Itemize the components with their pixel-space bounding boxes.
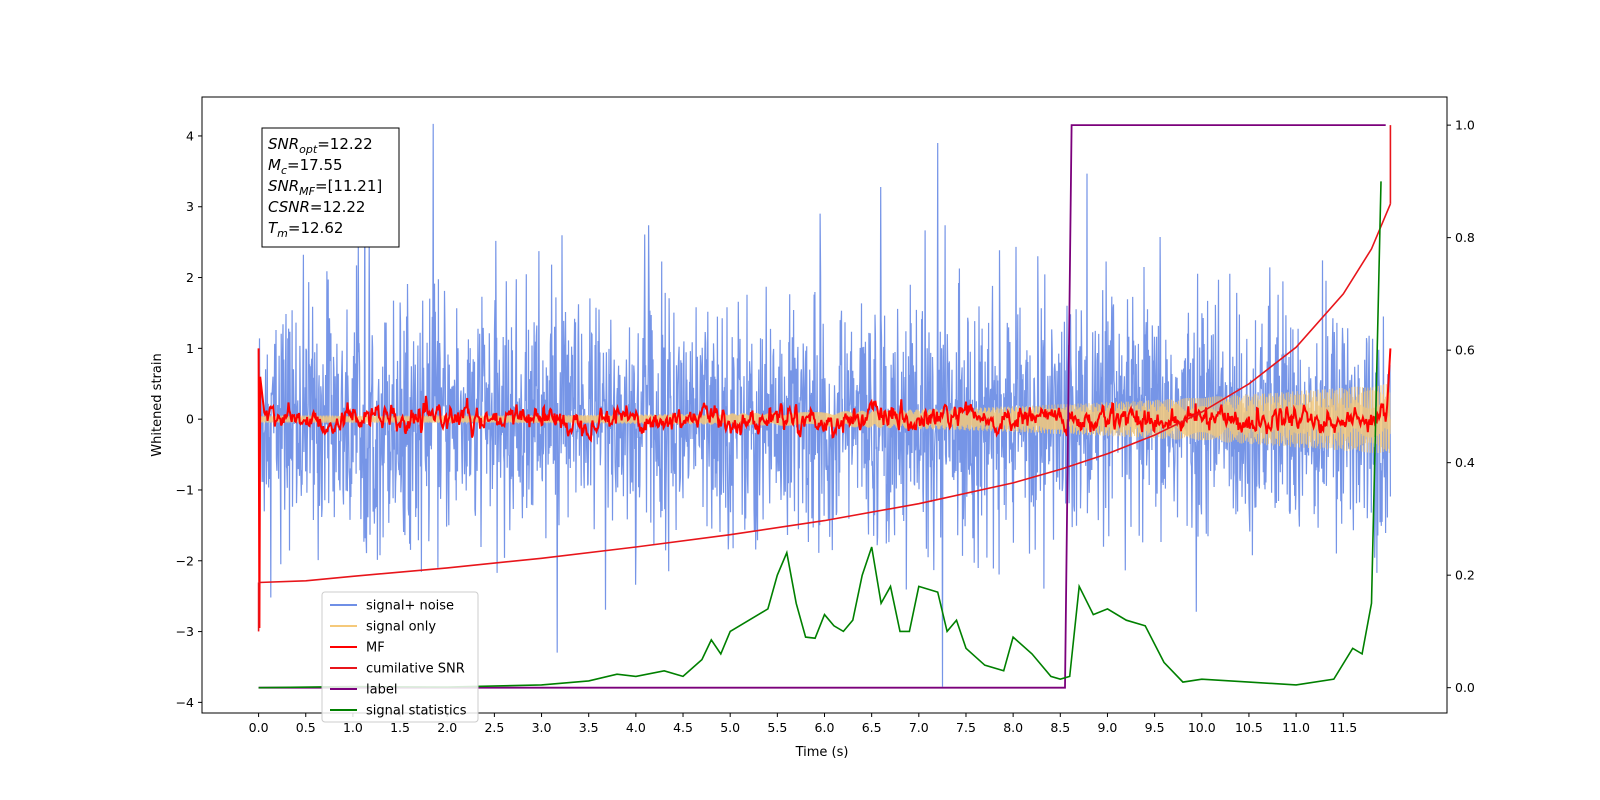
series-signal-noise — [258, 123, 1391, 687]
legend: signal+ noise signal only MF cumilative SNR… — [321, 591, 479, 723]
x-tick-label: 8.5 — [1050, 720, 1070, 735]
annotation-line: CSNR=12.22 — [268, 198, 365, 216]
x-tick-label: 11.5 — [1329, 720, 1357, 735]
x-tick-label: 6.5 — [862, 720, 882, 735]
y2-tick-label: 0.6 — [1455, 343, 1475, 358]
series-signal-statistics — [258, 181, 1382, 689]
annotation-line: Tm=12.62 — [268, 219, 343, 240]
x-tick-label: 2.5 — [484, 720, 504, 735]
x-tick-label: 3.0 — [532, 720, 552, 735]
x-axis-label: Time (s) — [795, 745, 849, 760]
y-tick-label: 3 — [186, 199, 194, 214]
x-tick-label: 6.0 — [815, 720, 835, 735]
series-mf — [257, 348, 1392, 629]
y2-tick-label: 0.2 — [1455, 568, 1475, 583]
legend-label: cumilative SNR — [366, 662, 465, 677]
x-axis: 0.0 0.5 1.0 1.5 2.0 2.5 3.0 3.5 4.0 4.5 5.0 5.5 6.0 6… — [249, 713, 1357, 735]
x-tick-label: 0.5 — [296, 720, 316, 735]
annotation-line: SNRMF=[11.21] — [268, 177, 382, 198]
x-tick-label: 9.0 — [1098, 720, 1118, 735]
y2-tick-label: 0.4 — [1455, 455, 1475, 470]
series-label — [258, 124, 1386, 689]
y-axis-label: Whitened strain — [150, 353, 165, 456]
legend-label: signal only — [366, 620, 436, 635]
x-tick-label: 7.5 — [956, 720, 976, 735]
x-tick-label: 11.0 — [1282, 720, 1310, 735]
y2-tick-label: 0.0 — [1455, 680, 1475, 695]
x-tick-label: 7.0 — [909, 720, 929, 735]
y-axis-right: 1.0 0.8 0.6 0.4 0.2 0.0 — [1447, 118, 1475, 695]
x-tick-label: 1.5 — [390, 720, 410, 735]
annotation-line: Mc=17.55 — [268, 156, 343, 177]
y-axis-left: 4 3 2 1 0 −1 −2 −3 −4 — [176, 128, 202, 710]
x-tick-label: 9.5 — [1145, 720, 1165, 735]
x-tick-label: 5.0 — [720, 720, 740, 735]
legend-frame — [321, 591, 479, 723]
legend-label: MF — [366, 641, 385, 656]
annotation-box: SNRopt=12.22Mc=17.55SNRMF=[11.21]CSNR=12… — [261, 127, 400, 248]
y-tick-label: −3 — [176, 624, 194, 639]
y2-tick-label: 0.8 — [1455, 230, 1475, 245]
x-tick-label: 3.5 — [579, 720, 599, 735]
x-tick-label: 4.5 — [673, 720, 693, 735]
legend-label: signal+ noise — [366, 599, 454, 614]
x-tick-label: 4.0 — [626, 720, 646, 735]
x-tick-label: 2.0 — [437, 720, 457, 735]
y-tick-label: 2 — [186, 270, 194, 285]
annotation-line: SNRopt=12.22 — [268, 135, 373, 156]
x-tick-label: 10.0 — [1188, 720, 1216, 735]
annotation-frame — [261, 127, 400, 248]
legend-label: label — [366, 683, 397, 698]
x-tick-label: 8.0 — [1003, 720, 1023, 735]
y-tick-label: 0 — [186, 412, 194, 427]
y-tick-label: 4 — [186, 128, 194, 143]
y-tick-label: −2 — [176, 553, 194, 568]
y2-tick-label: 1.0 — [1455, 118, 1475, 133]
x-tick-label: 5.5 — [767, 720, 787, 735]
x-tick-label: 0.0 — [249, 720, 269, 735]
y-tick-label: −1 — [176, 482, 194, 497]
x-tick-label: 1.0 — [343, 720, 363, 735]
y-tick-label: 1 — [186, 341, 194, 356]
y-tick-label: −4 — [176, 695, 194, 710]
series-cumulative-snr — [258, 203, 1392, 584]
series-layer — [257, 123, 1392, 689]
x-tick-label: 10.5 — [1235, 720, 1263, 735]
legend-label: signal statistics — [366, 704, 467, 719]
